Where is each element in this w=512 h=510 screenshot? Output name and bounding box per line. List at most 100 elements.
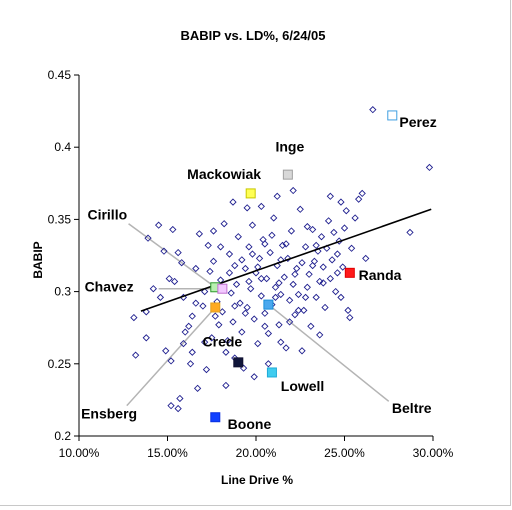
data-point xyxy=(261,322,269,330)
data-point xyxy=(268,231,276,239)
data-point xyxy=(250,315,258,323)
data-point xyxy=(284,254,292,263)
data-point xyxy=(296,205,304,213)
data-point xyxy=(293,264,301,273)
data-point xyxy=(220,220,228,228)
data-point xyxy=(309,225,317,234)
x-tick-label: 25.00% xyxy=(324,446,365,460)
data-point xyxy=(188,312,196,320)
label-mackowiak: Mackowiak xyxy=(187,166,261,182)
data-point xyxy=(132,351,140,359)
data-point xyxy=(298,259,306,267)
data-point xyxy=(280,273,288,281)
data-point xyxy=(165,274,173,283)
data-point xyxy=(186,360,195,368)
data-point xyxy=(291,311,299,319)
highlight-randa xyxy=(344,267,355,278)
data-point xyxy=(160,247,168,255)
data-point xyxy=(176,394,184,403)
y-tick-label: 0.25 xyxy=(48,357,72,371)
data-point xyxy=(201,338,209,346)
data-point xyxy=(192,264,200,273)
data-point xyxy=(301,293,310,302)
label-perez: Perez xyxy=(399,114,436,130)
data-point xyxy=(211,312,219,320)
data-point xyxy=(208,334,216,342)
data-point xyxy=(328,256,336,264)
data-point xyxy=(193,384,202,392)
data-point xyxy=(406,228,414,237)
highlight-beltre xyxy=(263,299,274,310)
y-tick-label: 0.2 xyxy=(54,429,71,443)
data-point xyxy=(167,402,175,410)
data-point xyxy=(192,299,200,307)
label-beltre: Beltre xyxy=(392,400,432,416)
data-point xyxy=(241,264,250,273)
data-point xyxy=(169,225,177,234)
data-point xyxy=(291,270,299,278)
data-point xyxy=(170,277,179,286)
data-point xyxy=(277,338,285,346)
data-point xyxy=(369,106,377,114)
data-point xyxy=(229,318,237,326)
data-point xyxy=(142,334,150,342)
data-point xyxy=(301,243,310,251)
data-point xyxy=(339,263,347,271)
data-point xyxy=(174,248,182,257)
data-point xyxy=(340,224,349,232)
y-tick-label: 0.45 xyxy=(48,68,72,82)
label-inge: Inge xyxy=(275,139,304,155)
data-point xyxy=(324,217,333,225)
data-point xyxy=(332,287,340,296)
data-point xyxy=(245,243,253,251)
x-tick-label: 15.00% xyxy=(147,446,188,460)
label-crede: Crede xyxy=(203,333,243,349)
label-lowell: Lowell xyxy=(281,378,325,394)
data-point xyxy=(236,299,244,307)
highlight-ensberg xyxy=(210,302,221,313)
data-point xyxy=(201,287,209,296)
leader-line xyxy=(126,306,216,407)
x-tick-label: 20.00% xyxy=(236,446,277,460)
data-point xyxy=(130,313,138,322)
data-point xyxy=(231,261,239,270)
data-point xyxy=(243,204,251,212)
highlight-crede xyxy=(233,357,244,368)
data-point xyxy=(319,263,327,271)
data-point xyxy=(254,339,262,348)
data-point xyxy=(248,221,257,229)
trendline-group xyxy=(140,208,432,312)
data-point xyxy=(142,308,150,316)
data-point xyxy=(425,163,434,172)
data-point xyxy=(232,280,241,289)
data-point xyxy=(248,250,257,258)
x-tick-label: 10.00% xyxy=(59,446,100,460)
data-point xyxy=(275,279,283,287)
highlight-chavez xyxy=(217,283,228,294)
data-point xyxy=(298,347,306,355)
data-point xyxy=(319,279,327,287)
data-point xyxy=(209,257,218,265)
label-ensberg: Ensberg xyxy=(81,406,137,422)
data-point xyxy=(333,250,342,258)
data-point xyxy=(326,274,334,283)
y-axis-title: BABIP xyxy=(31,241,45,278)
data-point xyxy=(326,192,334,200)
data-point xyxy=(144,234,152,242)
data-point xyxy=(227,289,235,297)
data-point xyxy=(255,254,264,263)
data-point xyxy=(185,322,193,330)
label-randa: Randa xyxy=(359,267,402,283)
data-point xyxy=(282,240,290,248)
highlight-inge xyxy=(282,169,293,180)
data-point xyxy=(275,321,283,329)
data-point xyxy=(316,331,324,339)
data-point xyxy=(215,321,223,329)
highlight-perez xyxy=(387,110,398,121)
data-point xyxy=(250,373,258,381)
data-point xyxy=(303,283,311,291)
data-point xyxy=(261,309,269,317)
data-point xyxy=(303,222,311,231)
data-point xyxy=(247,285,255,293)
